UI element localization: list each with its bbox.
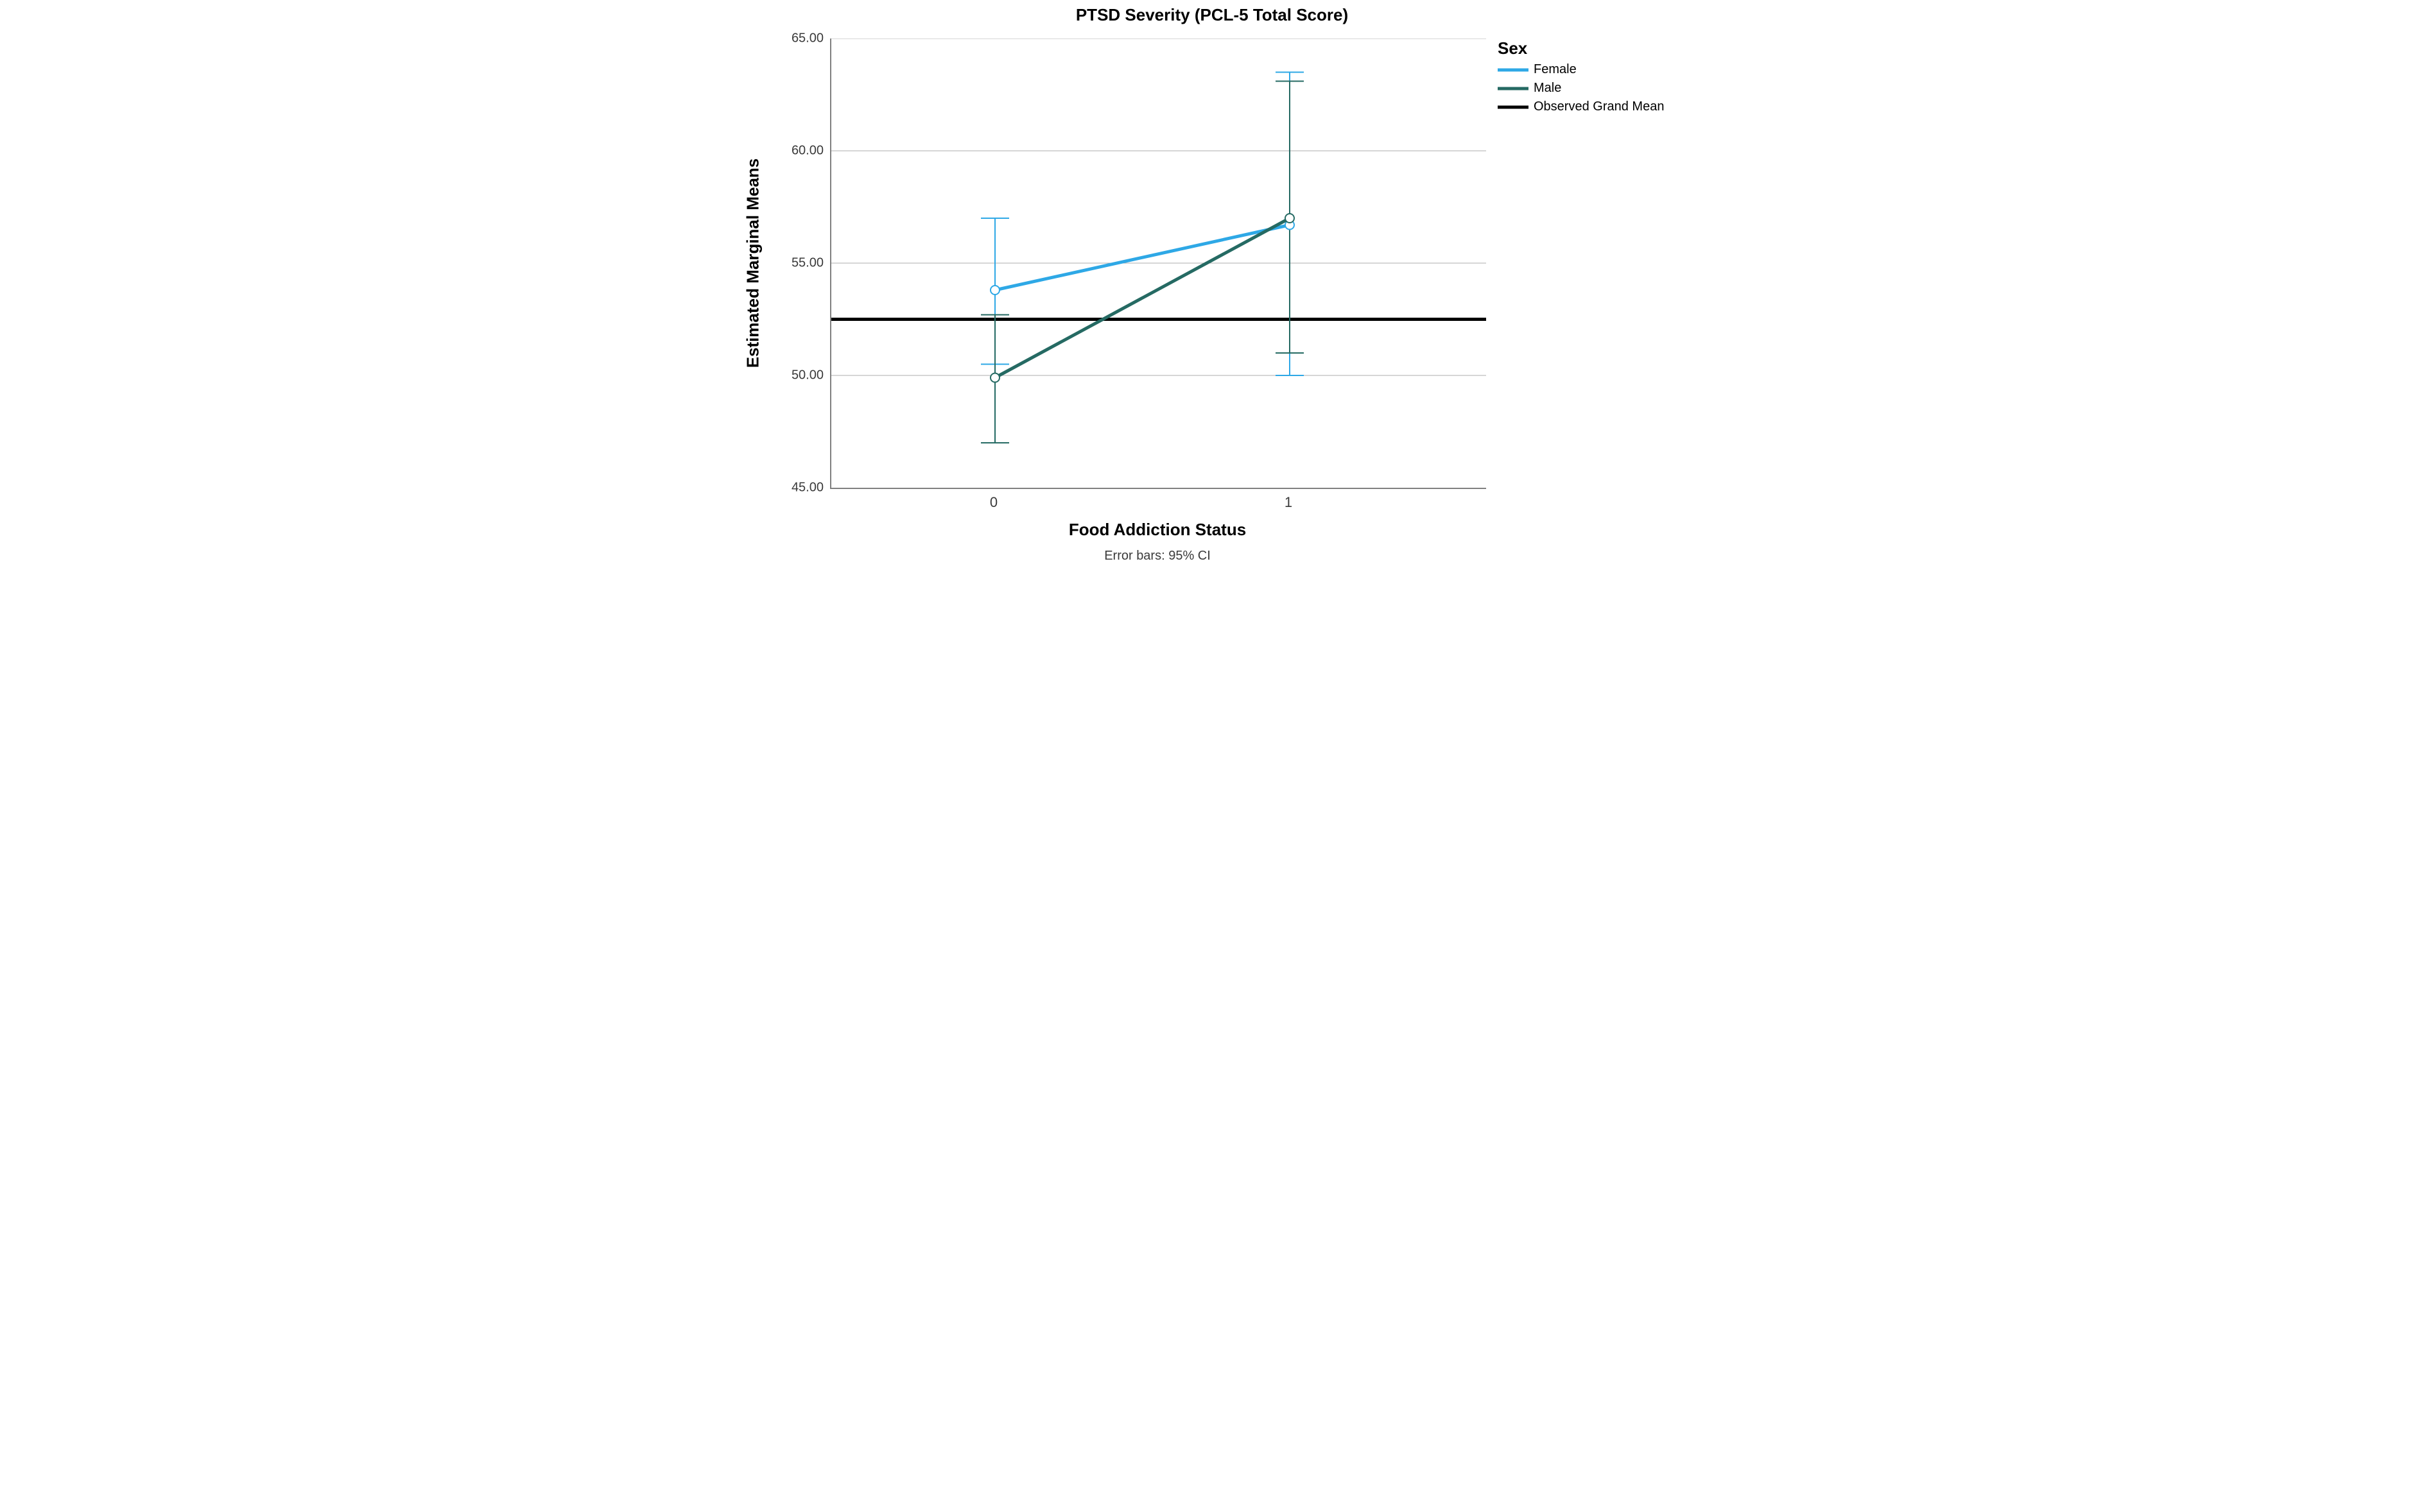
series-line — [995, 225, 1290, 291]
y-tick-label: 45.00 — [779, 481, 824, 495]
legend-swatch — [1498, 105, 1528, 110]
y-tick-label: 55.00 — [779, 256, 824, 271]
legend: Sex Female Male Observed Grand Mean — [1498, 39, 1664, 114]
plot-svg — [831, 39, 1486, 488]
legend-item: Female — [1498, 62, 1664, 77]
legend-label: Female — [1534, 62, 1577, 77]
x-tick-label: 1 — [1285, 494, 1292, 511]
chart-container: PTSD Severity (PCL-5 Total Score) 45.00 5… — [727, 0, 1697, 605]
legend-swatch — [1498, 67, 1528, 73]
y-tick-label: 50.00 — [779, 368, 824, 383]
legend-item: Male — [1498, 81, 1664, 96]
y-axis-label: Estimated Marginal Means — [743, 159, 763, 368]
chart-caption: Error bars: 95% CI — [830, 549, 1485, 563]
series-marker — [991, 286, 1000, 295]
legend-label: Male — [1534, 81, 1561, 96]
series-marker — [991, 374, 1000, 382]
x-tick-label: 0 — [990, 494, 998, 511]
legend-title: Sex — [1498, 39, 1664, 58]
plot-area — [830, 39, 1486, 489]
x-axis-label: Food Addiction Status — [830, 520, 1485, 540]
chart-title: PTSD Severity (PCL-5 Total Score) — [727, 5, 1697, 25]
legend-item: Observed Grand Mean — [1498, 99, 1664, 114]
y-tick-label: 60.00 — [779, 144, 824, 159]
series-marker — [1285, 214, 1294, 223]
series-line — [995, 218, 1290, 378]
y-tick-label: 65.00 — [779, 31, 824, 46]
legend-swatch — [1498, 86, 1528, 91]
legend-label: Observed Grand Mean — [1534, 99, 1664, 114]
